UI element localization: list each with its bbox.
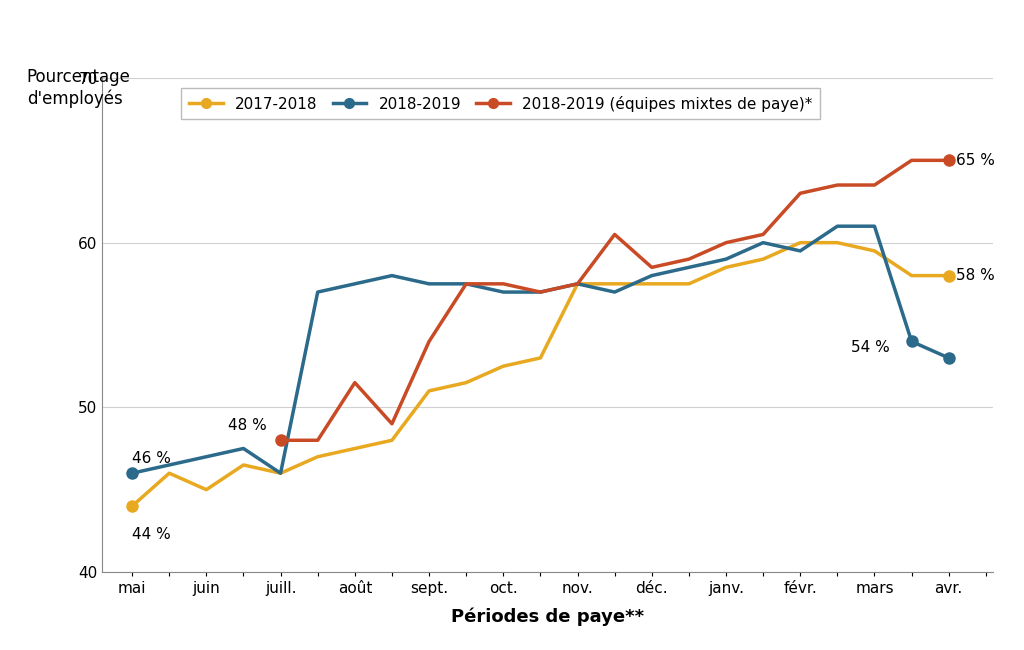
X-axis label: Périodes de paye**: Périodes de paye** bbox=[452, 607, 644, 626]
Text: Pourcentage
d'employés: Pourcentage d'employés bbox=[27, 68, 130, 107]
Text: 44 %: 44 % bbox=[132, 527, 171, 542]
Text: 46 %: 46 % bbox=[132, 451, 171, 466]
Text: 54 %: 54 % bbox=[851, 339, 889, 354]
Text: 48 %: 48 % bbox=[227, 419, 266, 434]
Legend: 2017-2018, 2018-2019, 2018-2019 (équipes mixtes de paye)*: 2017-2018, 2018-2019, 2018-2019 (équipes… bbox=[181, 88, 820, 120]
Text: 58 %: 58 % bbox=[955, 268, 994, 283]
Text: 65 %: 65 % bbox=[955, 153, 994, 168]
